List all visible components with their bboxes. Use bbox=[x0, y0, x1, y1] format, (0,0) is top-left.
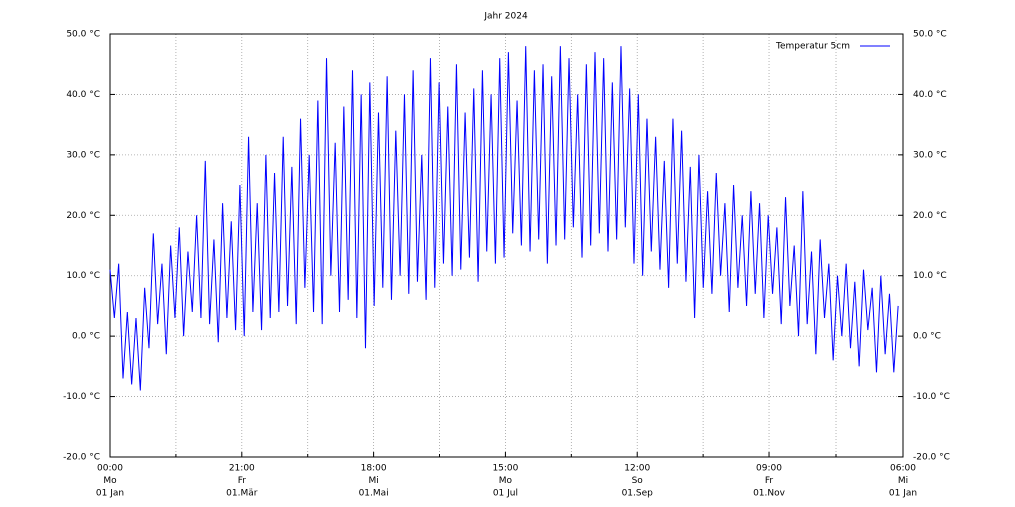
y-tick-label: -10.0 °C bbox=[63, 392, 100, 402]
y-tick-label: 0.0 °C bbox=[72, 332, 100, 342]
x-tick-label: 01 Jan bbox=[96, 489, 124, 499]
y-tick-label: 20.0 °C bbox=[66, 211, 100, 221]
y2-tick-label: 30.0 °C bbox=[913, 150, 947, 160]
x-tick-label: 01.Sep bbox=[622, 489, 654, 499]
plot-frame bbox=[109, 33, 904, 458]
y2-tick-label: 10.0 °C bbox=[913, 271, 947, 281]
x-tick-label: 06:00 bbox=[890, 464, 916, 474]
y2-tick-label: 50.0 °C bbox=[913, 30, 947, 40]
x-tick-label: 12:00 bbox=[624, 464, 650, 474]
x-tick-label: Fr bbox=[238, 476, 247, 486]
x-tick-label: 01.Mär bbox=[226, 489, 258, 499]
y2-tick-label: 0.0 °C bbox=[913, 332, 941, 342]
x-tick-label: Fr bbox=[765, 476, 774, 486]
y2-tick-label: -20.0 °C bbox=[913, 453, 950, 463]
y-tick-label: -20.0 °C bbox=[63, 453, 100, 463]
y2-tick-label: 40.0 °C bbox=[913, 90, 947, 100]
x-tick-label: So bbox=[632, 476, 644, 486]
legend-label: Temperatur 5cm bbox=[775, 42, 850, 52]
x-tick-label: 15:00 bbox=[492, 464, 518, 474]
x-tick-label: Mo bbox=[499, 476, 513, 486]
x-tick-label: 21:00 bbox=[229, 464, 255, 474]
x-tick-label: 18:00 bbox=[361, 464, 387, 474]
y2-tick-label: 20.0 °C bbox=[913, 211, 947, 221]
x-tick-label: 01.Nov bbox=[753, 489, 786, 499]
y-tick-label: 50.0 °C bbox=[66, 30, 100, 40]
x-tick-label: 00:00 bbox=[97, 464, 123, 474]
y2-tick-label: -10.0 °C bbox=[913, 392, 950, 402]
x-tick-label: 09:00 bbox=[756, 464, 782, 474]
x-tick-label: Mi bbox=[368, 476, 378, 486]
y-tick-label: 30.0 °C bbox=[66, 150, 100, 160]
chart-title: Jahr 2024 bbox=[483, 12, 528, 22]
x-tick-label: 01.Mai bbox=[359, 489, 389, 499]
y-tick-label: 10.0 °C bbox=[66, 271, 100, 281]
x-tick-label: Mo bbox=[103, 476, 117, 486]
temperature-line bbox=[109, 46, 899, 391]
x-tick-label: 01 Jan bbox=[889, 489, 917, 499]
x-tick-label: Mi bbox=[898, 476, 908, 486]
x-tick-label: 01 Jul bbox=[493, 489, 518, 499]
y-tick-label: 40.0 °C bbox=[66, 90, 100, 100]
